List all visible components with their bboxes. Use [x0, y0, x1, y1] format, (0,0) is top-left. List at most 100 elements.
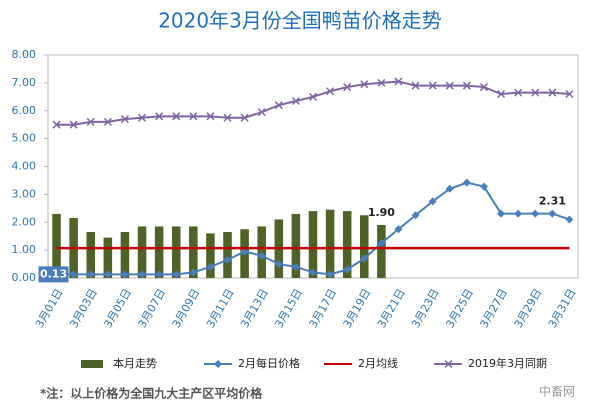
y-tick-label: 1.00 [12, 243, 37, 256]
x-tick-label: 3月25日 [443, 287, 476, 331]
marker [326, 270, 335, 279]
marker [343, 265, 352, 274]
marker [223, 113, 232, 122]
x-tick-label: 3月03日 [67, 287, 100, 331]
marker [274, 260, 283, 269]
x-tick-label: 3月19日 [341, 287, 374, 331]
marker [155, 270, 164, 279]
marker [138, 113, 147, 122]
marker [394, 77, 403, 86]
x-tick-label: 3月13日 [238, 287, 271, 331]
marker [411, 81, 420, 90]
bar [342, 211, 352, 278]
x-tick-label: 3月15日 [272, 287, 305, 331]
marker [462, 178, 471, 187]
marker [326, 87, 335, 96]
data-label-box [38, 266, 69, 283]
x-tick-label: 3月29日 [512, 287, 545, 331]
marker [411, 211, 420, 220]
marker [497, 89, 506, 99]
chart-title: 2020年3月份全国鸭苗价格走势 [158, 9, 442, 33]
marker [497, 209, 506, 218]
marker [120, 115, 129, 124]
marker [103, 270, 112, 279]
marker [394, 225, 403, 234]
marker [69, 120, 78, 129]
legend-label: 本月走势 [113, 356, 157, 370]
marker [120, 270, 129, 279]
x-tick-label: 3月27日 [478, 287, 511, 331]
legend-swatch [81, 360, 103, 368]
watermark: 中畜网 [539, 384, 575, 399]
marker [240, 247, 249, 256]
marker [445, 184, 454, 193]
marker [103, 117, 112, 126]
note: *注：以上价格为全国九大主产区平均价格 [40, 386, 263, 401]
y-tick-label: 7.00 [12, 76, 37, 89]
bar [325, 209, 335, 278]
marker [308, 92, 318, 101]
x-tick-label: 3月01日 [33, 287, 66, 331]
bar [360, 215, 369, 278]
marker [531, 209, 540, 218]
marker [172, 112, 181, 121]
marker [155, 112, 164, 121]
marker [189, 112, 198, 121]
bar [52, 213, 61, 278]
marker [377, 239, 386, 248]
marker [565, 215, 574, 224]
bar [154, 226, 164, 278]
y-tick-label: 8.00 [12, 48, 37, 61]
y-tick-label: 2.00 [12, 215, 37, 228]
marker [479, 182, 488, 191]
bar [120, 232, 130, 278]
y-tick-label: 5.00 [12, 132, 37, 145]
y-tick-label: 4.00 [12, 160, 37, 173]
legend-label: 2月每日价格 [238, 356, 300, 370]
legend-marker [214, 360, 222, 368]
bar [103, 237, 113, 278]
bar [308, 211, 318, 278]
data-label: 0.13 [40, 267, 67, 280]
marker [428, 81, 437, 90]
y-tick-label: 0.00 [12, 271, 37, 284]
marker [479, 83, 488, 92]
marker [343, 83, 352, 92]
x-tick-label: 3月23日 [409, 287, 442, 331]
marker [291, 96, 300, 106]
marker [565, 89, 574, 99]
bar [223, 232, 232, 278]
marker [445, 81, 454, 90]
legend-label: 2019年3月同期 [468, 356, 547, 370]
bar [137, 226, 147, 278]
x-tick-label: 3月05日 [101, 287, 134, 331]
x-tick-label: 3月07日 [136, 287, 169, 331]
y-tick-label: 6.00 [12, 104, 37, 117]
bar [377, 225, 386, 278]
marker [86, 117, 95, 126]
marker [138, 270, 147, 279]
marker [206, 262, 215, 271]
marker [531, 88, 540, 97]
x-tick-label: 3月21日 [375, 287, 408, 331]
bar [189, 226, 198, 278]
bar [291, 213, 301, 278]
marker [377, 78, 386, 87]
x-tick-label: 3月31日 [546, 287, 579, 331]
marker [548, 88, 557, 97]
marker [514, 209, 523, 218]
marker [257, 251, 266, 260]
marker [240, 113, 249, 122]
data-label: 2.31 [539, 195, 566, 208]
marker [86, 270, 95, 279]
marker [189, 268, 198, 277]
bar [171, 226, 181, 278]
marker [52, 120, 61, 129]
x-tick-label: 3月09日 [170, 287, 203, 331]
marker [274, 101, 283, 110]
marker [462, 81, 471, 90]
marker [257, 108, 266, 117]
legend-marker [444, 359, 453, 369]
marker [223, 255, 232, 264]
